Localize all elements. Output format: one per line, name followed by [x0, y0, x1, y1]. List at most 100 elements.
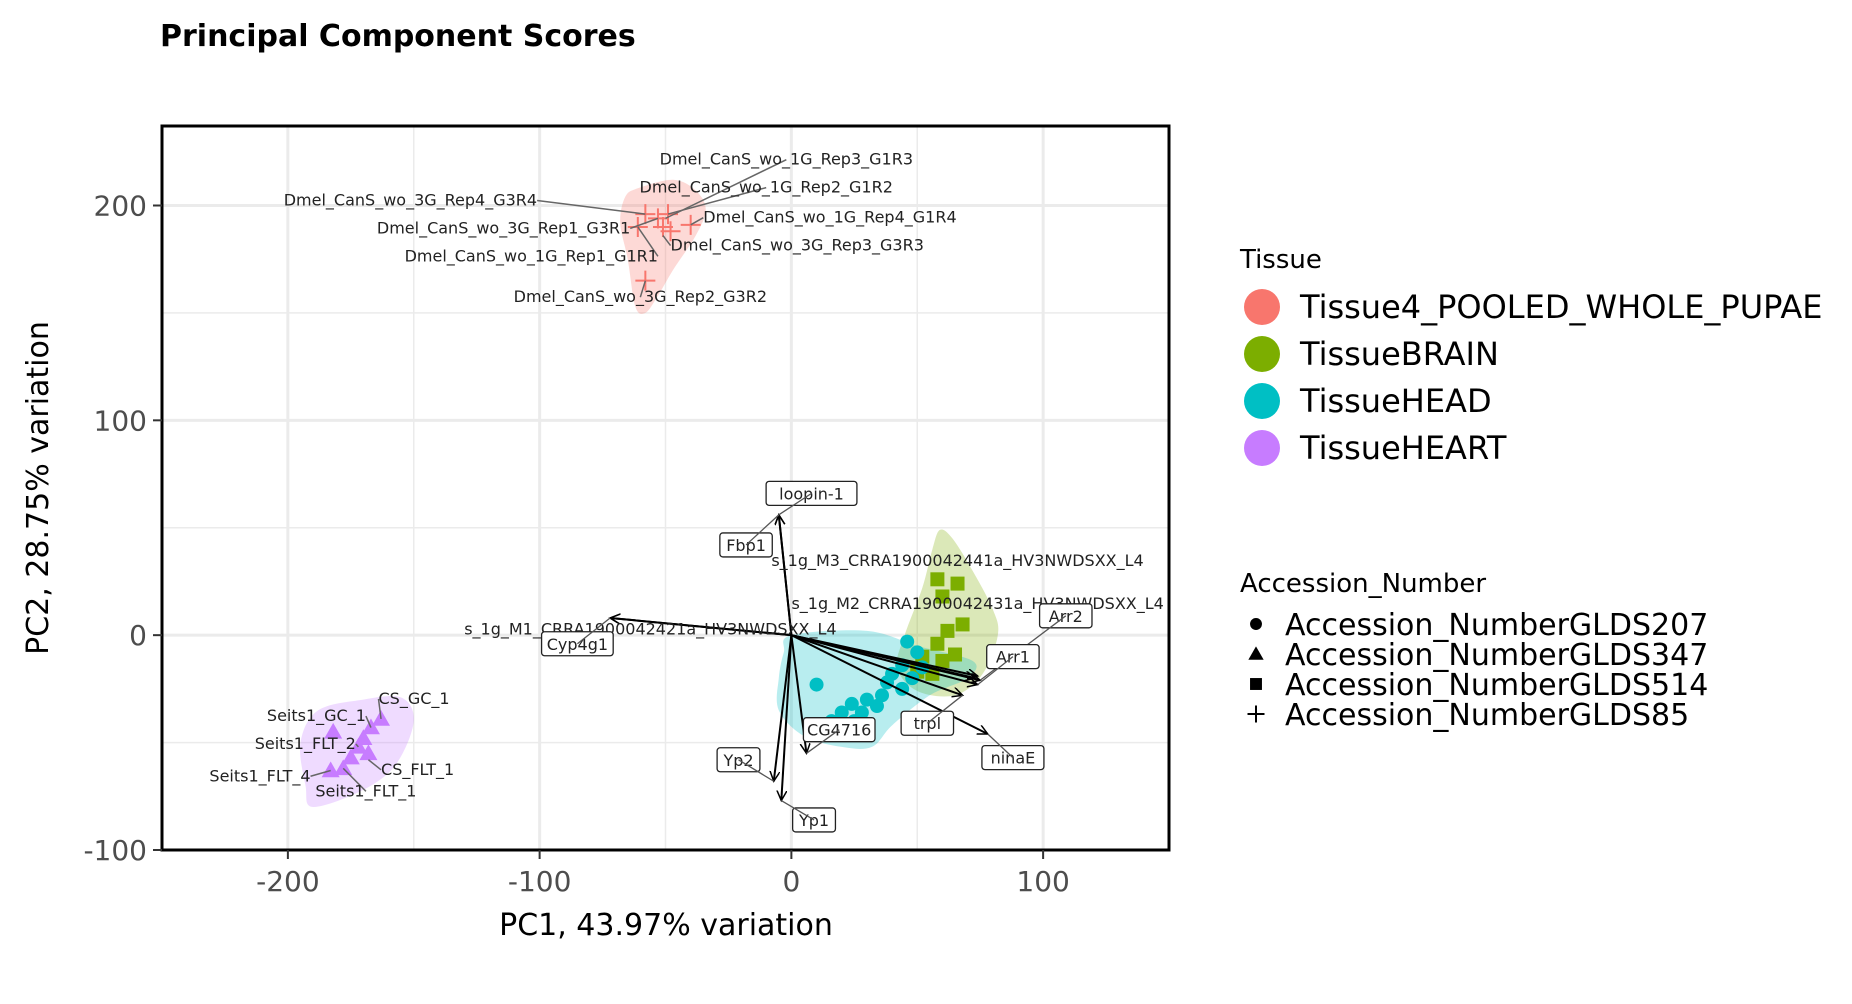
label-leader-line — [662, 235, 672, 247]
loading-label: s_1g_M1_CRRA1900042421a_HV3NWDSXX_L4 — [464, 620, 836, 640]
loading-label: s_1g_M3_CRRA1900042441a_HV3NWDSXX_L4 — [771, 551, 1143, 571]
legend-tissue-title: Tissue — [1239, 245, 1322, 275]
label-leader-line — [667, 186, 767, 215]
loading-leader-line — [987, 733, 1014, 759]
data-point — [324, 722, 343, 739]
data-point — [900, 634, 915, 649]
data-point — [359, 744, 378, 761]
arrow-layer — [610, 515, 988, 801]
point-label: CS_GC_1 — [379, 689, 450, 709]
loading-arrow — [781, 635, 793, 800]
legend-accession-label: Accession_NumberGLDS347 — [1285, 638, 1708, 673]
y-tick-label: -100 — [83, 834, 147, 867]
loading-arrow — [774, 635, 793, 781]
data-point — [948, 647, 963, 662]
label-leader-line — [310, 769, 331, 777]
legend-tissue-label: Tissue4_POOLED_WHOLE_PUPAE — [1299, 288, 1823, 326]
loading-arrow — [791, 634, 977, 684]
data-point — [809, 677, 824, 692]
data-point — [930, 572, 945, 587]
loading-label: Cyp4g1 — [547, 635, 608, 654]
point-label: Dmel_CanS_wo_1G_Rep2_G1R2 — [640, 178, 893, 198]
loading-arrow — [791, 634, 962, 695]
label-leader-line — [639, 280, 647, 298]
loading-label: trpl — [914, 714, 941, 733]
loading-arrow — [779, 515, 793, 636]
data-point — [875, 688, 890, 703]
data-point — [935, 589, 950, 604]
data-point — [955, 617, 970, 632]
data-point — [627, 216, 648, 237]
loading-label: Fbp1 — [726, 536, 766, 555]
data-point — [910, 645, 925, 660]
legend-accession-label: Accession_NumberGLDS514 — [1285, 668, 1708, 703]
loading-leader-line — [738, 759, 775, 782]
label-leader-line — [365, 715, 372, 728]
legend-accession-key — [1247, 705, 1265, 723]
loading-leader-line — [806, 729, 840, 754]
point-label: Seits1_GC_1 — [267, 706, 366, 726]
point-label: CS_FLT_1 — [381, 760, 454, 780]
point-label: Dmel_CanS_wo_1G_Rep1_G1R1 — [405, 246, 658, 266]
legend-accession-title: Accession_Number — [1240, 569, 1486, 599]
data-point — [935, 653, 950, 668]
loading-label: Yp2 — [722, 751, 753, 770]
label-leader-line — [367, 759, 382, 771]
point-label: Seits1_FLT_4 — [209, 766, 310, 786]
data-point — [341, 748, 360, 765]
point-label: Dmel_CanS_wo_3G_Rep4_G3R4 — [284, 190, 537, 210]
data-point — [834, 705, 849, 720]
x-tick-label: 100 — [1016, 865, 1069, 898]
x-tick-label: -200 — [256, 865, 320, 898]
legend-tissue-key — [1244, 383, 1280, 419]
label-leader-line — [355, 743, 359, 748]
y-axis-title: PC2, 28.75% variation — [21, 321, 56, 655]
loading-arrow — [610, 618, 792, 637]
loading-leader-line — [977, 656, 1014, 686]
chart-title: Principal Component Scores — [160, 19, 636, 54]
legend-tissue-label: TissueHEART — [1299, 429, 1507, 467]
legend-accession-key — [1250, 618, 1262, 630]
data-point — [869, 699, 884, 714]
point-label: Dmel_CanS_wo_1G_Rep4_G1R4 — [703, 208, 956, 228]
label-leader-line — [537, 199, 646, 215]
legend-tissue-label: TissueBRAIN — [1299, 335, 1499, 373]
point-label: Seits1_FLT_1 — [315, 781, 416, 801]
legend-tissue-key — [1244, 289, 1280, 325]
x-tick-label: 0 — [782, 865, 800, 898]
legend: Tissue Accession_Number Tissue4_POOLED_W… — [1239, 245, 1823, 733]
label-leader-line — [690, 217, 704, 226]
x-tick-label: -100 — [508, 865, 572, 898]
data-point — [930, 636, 945, 651]
point-label: Dmel_CanS_wo_1G_Rep3_G1R3 — [660, 150, 913, 170]
loading-leader-line — [778, 492, 812, 516]
loading-label-box — [986, 643, 1040, 670]
point-label: Dmel_CanS_wo_3G_Rep2_G3R2 — [514, 287, 767, 307]
legend-accession-label: Accession_NumberGLDS207 — [1285, 608, 1708, 643]
label-layer: Dmel_CanS_wo_1G_Rep3_G1R3 Dmel_CanS_wo_1G… — [209, 150, 1164, 833]
plot-border — [160, 124, 1171, 852]
loading-leader-line — [780, 800, 815, 821]
legend-tissue-key — [1244, 430, 1280, 466]
loading-label: s_1g_M2_CRRA1900042431a_HV3NWDSXX_L4 — [791, 594, 1163, 614]
label-leader-line — [629, 217, 659, 230]
loading-leader-line — [576, 617, 611, 645]
loading-arrow — [790, 634, 987, 735]
data-point — [647, 208, 668, 229]
data-point — [844, 696, 859, 711]
data-point — [334, 759, 353, 776]
point-label: Dmel_CanS_wo_3G_Rep1_G3R1 — [377, 218, 630, 238]
loading-label: ninaE — [991, 749, 1036, 768]
data-point — [321, 761, 340, 778]
y-tick-label: 0 — [129, 619, 147, 652]
legend-accession-key — [1248, 646, 1264, 660]
label-leader-line — [342, 767, 367, 792]
label-leader-line — [637, 226, 659, 257]
y-tick-label: 100 — [94, 404, 147, 437]
data-point — [680, 214, 701, 235]
x-axis-title: PC1, 43.97% variation — [499, 908, 833, 943]
axis-layer: -200 -100 0 100 -100 0 100 200 — [83, 189, 1069, 898]
hull-layer — [299, 179, 999, 808]
